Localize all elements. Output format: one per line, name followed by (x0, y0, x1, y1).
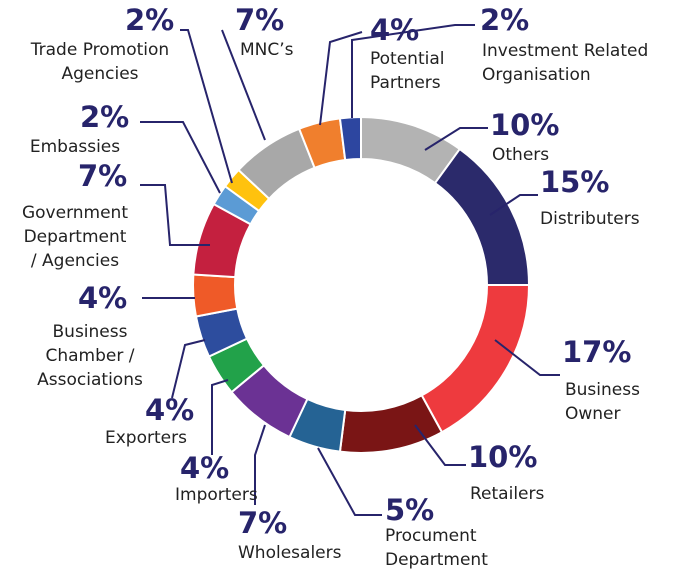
category-label: Embassies (30, 137, 120, 157)
donut-segment (338, 115, 362, 162)
value-label: 15% (540, 165, 609, 199)
value-label: 17% (562, 335, 631, 369)
category-label: Investment Related Organisation (482, 41, 648, 85)
category-label: Business Owner (565, 380, 640, 424)
value-label: 10% (468, 440, 537, 474)
category-label: Wholesalers (238, 543, 342, 563)
leader-line (351, 24, 475, 118)
category-label: Government Department / Agencies (22, 203, 128, 271)
leader-line (140, 121, 221, 194)
value-label: 7% (78, 159, 127, 193)
value-label: 2% (80, 100, 129, 134)
leader-line (140, 184, 210, 246)
leader-line (489, 194, 538, 216)
category-label: Distributers (540, 209, 640, 229)
leader-line (424, 127, 488, 151)
leader-line (319, 31, 363, 126)
donut-segment (433, 147, 531, 286)
category-label: Exporters (105, 428, 187, 448)
value-label: 4% (78, 281, 127, 315)
value-label: 2% (125, 3, 174, 37)
category-label: Potential Partners (370, 49, 444, 93)
donut-segment (420, 284, 531, 434)
value-label: 10% (490, 108, 559, 142)
leader-line (414, 424, 466, 466)
value-label: 4% (180, 451, 229, 485)
leader-line (171, 339, 206, 399)
value-label: 7% (238, 506, 287, 540)
category-label: Business Chamber / Associations (37, 322, 143, 390)
leader-line (494, 339, 560, 376)
category-label: Importers (175, 485, 258, 505)
leader-line (254, 424, 266, 505)
donut-segment (192, 273, 239, 318)
leader-line (180, 29, 233, 184)
category-label: Retailers (470, 484, 544, 504)
leader-line (317, 447, 382, 516)
category-label: MNC’s (240, 40, 294, 60)
category-label: Procument Department (385, 526, 488, 569)
leader-line (211, 379, 229, 455)
value-label: 4% (370, 13, 419, 47)
value-label: 4% (145, 393, 194, 427)
value-label: 2% (480, 3, 529, 37)
donut-segment (338, 394, 444, 454)
category-label: Trade Promotion Agencies (30, 40, 169, 84)
leader-line (221, 29, 266, 141)
category-label: Others (492, 145, 549, 165)
value-label: 5% (385, 493, 434, 527)
value-label: 7% (235, 3, 284, 37)
